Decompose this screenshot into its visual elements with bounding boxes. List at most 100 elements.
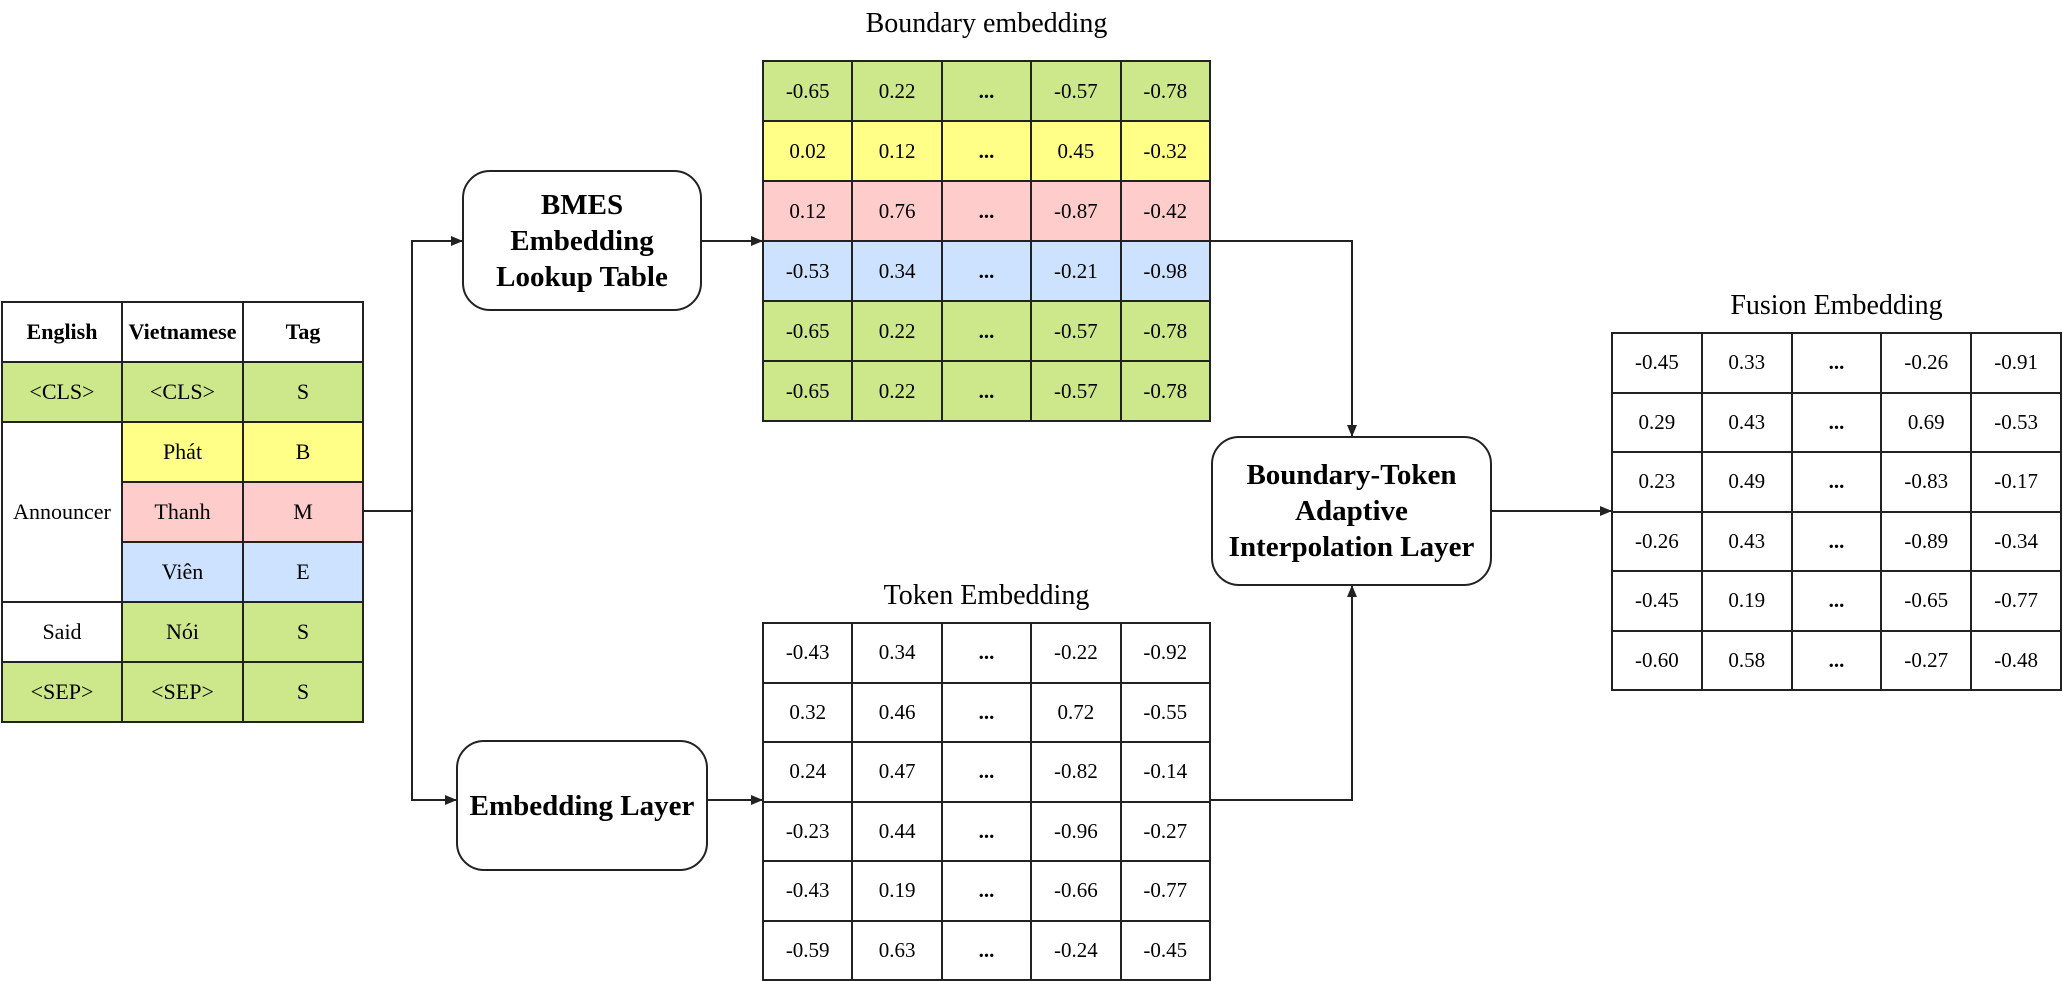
matrix-cell: -0.65 <box>761 360 854 422</box>
matrix-cell: 0.76 <box>851 180 943 242</box>
tag-table: English Vietnamese Tag <CLS> <CLS> S Ann… <box>1 301 364 723</box>
matrix-cell: -0.42 <box>1119 180 1212 242</box>
matrix-cell: -0.66 <box>1030 860 1122 922</box>
matrix-cell: ... <box>940 741 1033 803</box>
matrix-cell: 0.33 <box>1700 332 1793 394</box>
matrix-row: 0.02 0.12... 0.45 -0.32 <box>761 120 1212 182</box>
boundary-embedding-matrix: -0.65 0.22... -0.57 -0.78 0.02 0.12... 0.45 -0.… <box>761 60 1212 422</box>
arrow-to-bmes-box <box>411 236 463 511</box>
matrix-cell: ... <box>1790 391 1883 453</box>
vietnamese-cell: Thanh <box>121 481 244 543</box>
matrix-cell: -0.43 <box>761 860 854 922</box>
matrix-cell: -0.87 <box>1030 180 1122 242</box>
token-embedding-title: Token Embedding <box>883 580 1090 611</box>
matrix-cell: -0.78 <box>1119 300 1212 362</box>
matrix-cell: 0.29 <box>1611 391 1703 453</box>
matrix-cell: -0.89 <box>1880 510 1973 572</box>
matrix-cell: 0.12 <box>851 120 943 182</box>
matrix-row: 0.12 0.76... -0.87 -0.42 <box>761 180 1212 242</box>
matrix-cell: -0.24 <box>1030 919 1122 981</box>
matrix-row: -0.43 0.19... -0.66 -0.77 <box>761 860 1212 922</box>
matrix-cell: -0.59 <box>761 919 854 981</box>
matrix-row: -0.53 0.34... -0.21 -0.98 <box>761 240 1212 302</box>
matrix-cell: -0.92 <box>1119 622 1212 684</box>
embedding-layer-box: Embedding Layer <box>456 740 708 871</box>
matrix-cell: -0.27 <box>1880 629 1973 691</box>
vietnamese-cell: <CLS> <box>121 361 244 423</box>
matrix-cell: -0.77 <box>1970 570 2062 632</box>
matrix-row: -0.65 0.22... -0.57 -0.78 <box>761 300 1212 362</box>
matrix-cell: 0.34 <box>851 622 943 684</box>
matrix-row: -0.43 0.34... -0.22 -0.92 <box>761 622 1212 684</box>
matrix-cell: -0.32 <box>1119 120 1212 182</box>
tag-cell: S <box>242 601 364 663</box>
matrix-cell: ... <box>1790 570 1883 632</box>
matrix-row: 0.23 0.49... -0.83 -0.17 <box>1611 451 2062 513</box>
matrix-cell: -0.45 <box>1119 919 1212 981</box>
matrix-cell: -0.65 <box>761 60 854 122</box>
matrix-cell: ... <box>940 60 1033 122</box>
matrix-cell: -0.65 <box>761 300 854 362</box>
matrix-cell: 0.32 <box>761 681 854 743</box>
matrix-row: -0.65 0.22... -0.57 -0.78 <box>761 360 1212 422</box>
matrix-cell: -0.57 <box>1030 360 1122 422</box>
fusion-layer-line: Interpolation Layer <box>1228 531 1475 563</box>
bmes-box-line: BMES <box>540 188 624 221</box>
english-cell: Said <box>1 601 123 663</box>
matrix-cell: ... <box>940 800 1033 862</box>
matrix-cell: -0.17 <box>1970 451 2062 513</box>
matrix-cell: 0.43 <box>1700 391 1793 453</box>
matrix-cell: -0.45 <box>1611 332 1703 394</box>
bmes-lookup-table-box: BMES Embedding Lookup Table <box>462 170 702 311</box>
matrix-cell: -0.45 <box>1611 570 1703 632</box>
matrix-cell: ... <box>940 681 1033 743</box>
matrix-cell: 0.23 <box>1611 451 1703 513</box>
matrix-cell: -0.83 <box>1880 451 1973 513</box>
fusion-layer-box: Boundary-Token Adaptive Interpolation La… <box>1211 436 1492 586</box>
matrix-cell: -0.78 <box>1119 360 1212 422</box>
matrix-cell: -0.53 <box>1970 391 2062 453</box>
matrix-cell: 0.02 <box>761 120 854 182</box>
matrix-row: 0.32 0.46... 0.72 -0.55 <box>761 681 1212 743</box>
matrix-cell: 0.43 <box>1700 510 1793 572</box>
matrix-cell: -0.22 <box>1030 622 1122 684</box>
fusion-layer-line: Adaptive <box>1295 495 1408 527</box>
matrix-row: -0.45 0.33... -0.26 -0.91 <box>1611 332 2062 394</box>
vietnamese-cell: Nói <box>121 601 244 663</box>
tag-cell: E <box>242 541 364 603</box>
matrix-cell: 0.34 <box>851 240 943 302</box>
matrix-cell: -0.27 <box>1119 800 1212 862</box>
matrix-cell: ... <box>940 300 1033 362</box>
matrix-cell: 0.22 <box>851 360 943 422</box>
fusion-layer-line: Boundary-Token <box>1246 459 1457 491</box>
arrow-boundary-to-fusion-layer <box>1211 240 1357 437</box>
matrix-cell: ... <box>940 360 1033 422</box>
matrix-cell: 0.72 <box>1030 681 1122 743</box>
tag-cell: B <box>242 421 364 483</box>
matrix-cell: -0.65 <box>1880 570 1973 632</box>
matrix-cell: ... <box>940 180 1033 242</box>
matrix-cell: ... <box>940 240 1033 302</box>
matrix-cell: -0.82 <box>1030 741 1122 803</box>
matrix-cell: -0.26 <box>1880 332 1973 394</box>
matrix-cell: -0.91 <box>1970 332 2062 394</box>
bmes-box-line: Embedding <box>510 224 654 257</box>
matrix-cell: -0.57 <box>1030 300 1122 362</box>
matrix-cell: 0.44 <box>851 800 943 862</box>
matrix-cell: -0.34 <box>1970 510 2062 572</box>
matrix-cell: 0.47 <box>851 741 943 803</box>
matrix-cell: -0.98 <box>1119 240 1212 302</box>
matrix-cell: 0.22 <box>851 300 943 362</box>
matrix-cell: 0.49 <box>1700 451 1793 513</box>
matrix-cell: 0.19 <box>851 860 943 922</box>
arrow-to-embedding-layer <box>411 511 457 805</box>
matrix-cell: 0.22 <box>851 60 943 122</box>
matrix-cell: 0.12 <box>761 180 854 242</box>
matrix-cell: 0.69 <box>1880 391 1973 453</box>
matrix-row: 0.29 0.43... 0.69 -0.53 <box>1611 391 2062 453</box>
matrix-cell: ... <box>940 622 1033 684</box>
matrix-cell: -0.55 <box>1119 681 1212 743</box>
matrix-cell: ... <box>940 120 1033 182</box>
embedding-layer-label: Embedding Layer <box>469 789 695 822</box>
